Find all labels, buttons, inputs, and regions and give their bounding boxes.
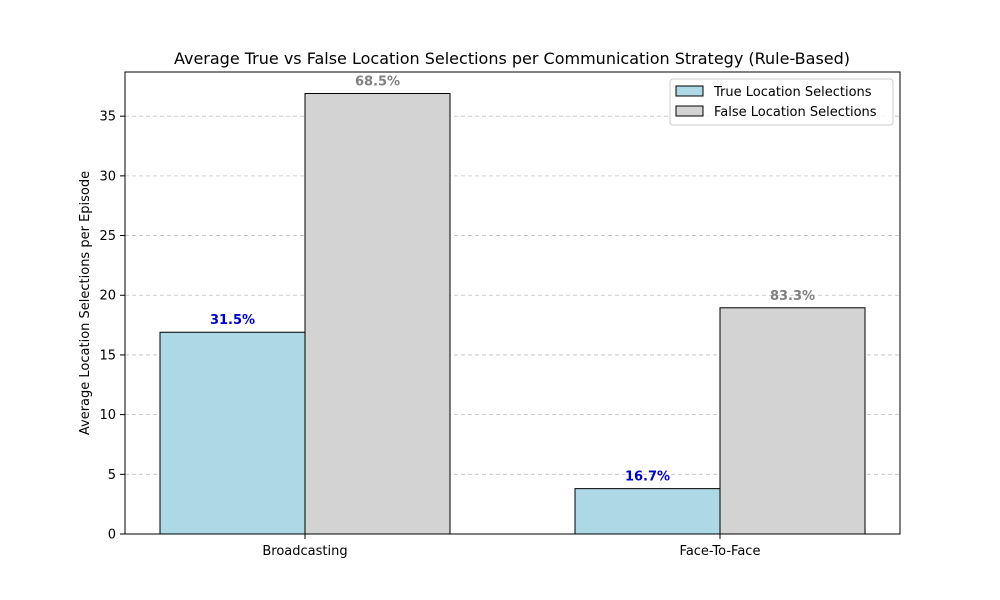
chart-title: Average True vs False Location Selection… (174, 49, 850, 68)
percent-label: 68.5% (355, 74, 400, 89)
legend-box (669, 78, 894, 126)
value-labels: 31.5% 68.5% 16.7% 83.3% (210, 74, 815, 484)
y-tick-label: 10 (99, 408, 116, 423)
y-tick-label: 30 (99, 169, 116, 184)
percent-label: 83.3% (770, 289, 815, 304)
y-tick-label: 20 (99, 289, 116, 304)
y-tick-label: 25 (99, 229, 116, 244)
y-tick-label: 5 (108, 468, 116, 483)
percent-label: 31.5% (210, 313, 255, 328)
legend-swatch (675, 85, 704, 97)
y-tick-label: 0 (108, 528, 116, 543)
bar-true-1 (574, 488, 721, 535)
x-tick-label: Broadcasting (262, 544, 347, 559)
plot-frame (124, 71, 901, 535)
x-tick-label: Face-To-Face (680, 544, 761, 559)
bar-false-1 (719, 307, 866, 535)
x-axis: Broadcasting Face-To-Face (262, 534, 760, 559)
legend-swatch (675, 105, 704, 117)
y-tick-label: 15 (99, 348, 116, 363)
bar-false-0 (304, 92, 451, 535)
y-axis-label: Average Location Selections per Episode (78, 171, 93, 435)
bar-true-0 (159, 331, 306, 535)
y-axis: 0 5 10 15 20 25 30 35 (99, 110, 125, 543)
legend-entry: True Location Selections (713, 85, 872, 100)
percent-label: 16.7% (625, 470, 670, 485)
legend: True Location Selections False Location S… (669, 78, 894, 126)
bars-group (159, 92, 866, 535)
y-tick-label: 35 (99, 110, 116, 125)
legend-entry: False Location Selections (714, 105, 877, 120)
